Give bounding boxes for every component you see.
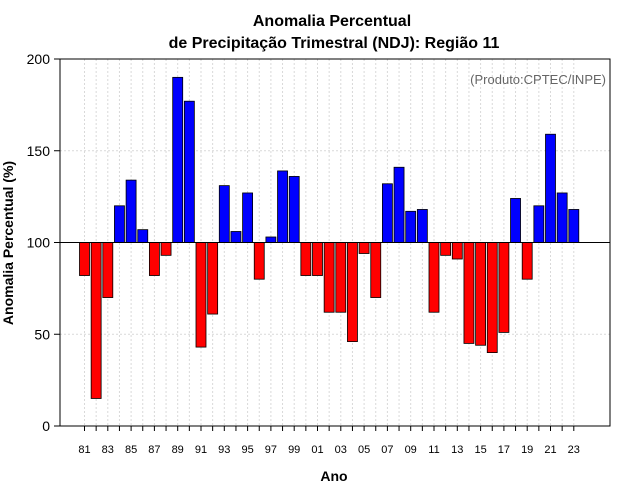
- bars: [79, 76, 580, 399]
- x-tick-label: 91: [195, 444, 207, 456]
- bar-03: [335, 242, 347, 313]
- bar-01: [312, 242, 323, 276]
- y-tick-label: 50: [34, 326, 50, 342]
- x-tick-label: 89: [172, 444, 184, 456]
- x-tick-label: 09: [405, 444, 417, 456]
- bar-88: [160, 242, 172, 256]
- bar-89: [172, 76, 184, 243]
- x-tick-label: 11: [428, 444, 439, 456]
- bar-14: [463, 242, 475, 344]
- bar-12: [440, 242, 452, 256]
- x-axis: 81 83 85 87 89 91 93 95 97 99 01 03 05 07 09 11 13 15 17 19…: [78, 426, 580, 456]
- bar-20: [533, 205, 545, 243]
- bar-84: [114, 205, 125, 243]
- bar-87: [148, 242, 160, 276]
- bar-90: [183, 100, 195, 243]
- bar-10: [416, 209, 428, 243]
- bar-94: [230, 231, 242, 243]
- y-tick-label: 150: [27, 143, 51, 159]
- bar-91: [195, 242, 207, 348]
- x-tick-label: 17: [498, 444, 510, 456]
- x-tick-label: 83: [102, 444, 114, 456]
- bar-05: [358, 242, 370, 254]
- bar-86: [137, 229, 149, 243]
- bar-06: [370, 242, 382, 298]
- bar-02: [323, 242, 335, 313]
- x-tick-label: 01: [311, 444, 323, 456]
- x-tick-label: 19: [521, 444, 533, 456]
- y-tick-label: 200: [27, 51, 51, 67]
- y-axis-title: Anomalia Percentual (%): [0, 161, 16, 325]
- bar-83: [102, 242, 114, 298]
- bar-11: [428, 242, 440, 313]
- credit-text: (Produto:CPTEC/INPE): [470, 72, 606, 87]
- x-axis-title: Ano: [320, 468, 347, 484]
- x-tick-label: 95: [241, 444, 253, 456]
- bar-17: [498, 242, 510, 333]
- bar-85: [125, 179, 137, 243]
- bar-16: [486, 242, 498, 353]
- grid: [60, 59, 610, 426]
- bar-97: [265, 236, 277, 243]
- x-tick-label: 05: [358, 444, 370, 456]
- bar-21: [545, 133, 556, 243]
- bar-19: [521, 242, 533, 280]
- x-tick-label: 97: [265, 444, 277, 456]
- y-tick-label: 0: [42, 418, 50, 434]
- bar-13: [451, 242, 463, 260]
- x-tick-label: 03: [335, 444, 347, 456]
- x-tick-label: 07: [381, 444, 393, 456]
- bar-95: [242, 192, 254, 243]
- y-tick-label: 100: [27, 235, 51, 251]
- chart-title-line1: Anomalia Percentual: [253, 13, 411, 30]
- bar-04: [347, 242, 358, 342]
- x-tick-label: 81: [78, 444, 90, 456]
- bar-22: [556, 192, 568, 243]
- bar-98: [277, 170, 288, 243]
- y-axis: 0 50 100 150 200: [27, 51, 60, 434]
- bar-18: [510, 198, 521, 243]
- x-tick-label: 23: [568, 444, 580, 456]
- bar-15: [475, 242, 487, 346]
- x-tick-label: 99: [288, 444, 300, 456]
- x-tick-label: 15: [474, 444, 486, 456]
- bar-08: [393, 166, 405, 243]
- x-tick-label: 93: [218, 444, 230, 456]
- x-tick-label: 21: [544, 444, 556, 456]
- bar-99: [288, 176, 300, 243]
- bar-82: [90, 242, 102, 399]
- bar-09: [405, 210, 417, 243]
- chart-title-line2: de Precipitação Trimestral (NDJ): Região…: [169, 35, 500, 52]
- bar-81: [79, 242, 90, 276]
- x-tick-label: 87: [148, 444, 160, 456]
- bar-96: [253, 242, 265, 280]
- bar-92: [207, 242, 219, 315]
- bar-23: [568, 209, 580, 243]
- bar-00: [300, 242, 312, 276]
- bar-93: [218, 185, 230, 243]
- bar-07: [381, 183, 393, 243]
- x-tick-label: 13: [451, 444, 463, 456]
- x-tick-label: 85: [125, 444, 137, 456]
